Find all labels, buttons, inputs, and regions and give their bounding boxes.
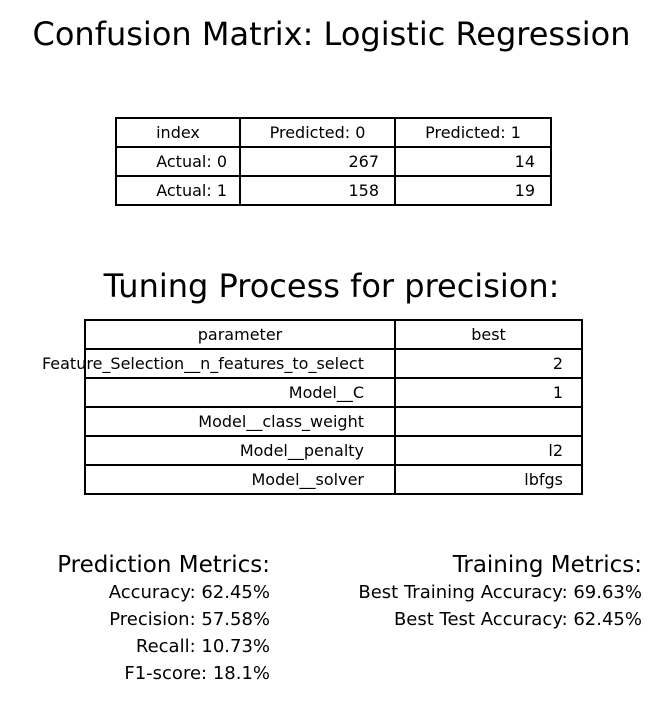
training-metrics-heading: Training Metrics: <box>452 552 642 578</box>
metric-best-test-accuracy: Best Test Accuracy: 62.45% <box>393 609 642 630</box>
best-cell: 1 <box>394 377 583 408</box>
tuning-title: Tuning Process for precision: <box>103 267 560 305</box>
row-label: Actual: 1 <box>115 175 241 206</box>
best-cell: 2 <box>394 348 583 379</box>
table-row: Model__solver lbfgs <box>84 464 583 495</box>
table-header-row: parameter best <box>84 319 583 350</box>
metric-accuracy: Accuracy: 62.45% <box>108 582 270 603</box>
parameter-cell: Model__C <box>84 377 396 408</box>
parameter-cell: Feature_Selection__n_features_to_select <box>42 348 396 379</box>
table-row: Actual: 0 267 14 <box>115 146 552 177</box>
column-header-predicted-1: Predicted: 1 <box>394 117 552 148</box>
best-cell <box>394 406 583 437</box>
column-header-parameter: parameter <box>84 319 396 350</box>
parameter-cell: Model__penalty <box>84 435 396 466</box>
table-row: Model__C 1 <box>84 377 583 408</box>
table-row: Actual: 1 158 19 <box>115 175 552 206</box>
metric-f1-score: F1-score: 18.1% <box>124 663 270 684</box>
metric-recall: Recall: 10.73% <box>135 636 270 657</box>
metric-best-training-accuracy: Best Training Accuracy: 69.63% <box>358 582 642 603</box>
tuning-table: parameter best Feature_Selection__n_feat… <box>42 319 583 495</box>
prediction-metrics-heading: Prediction Metrics: <box>57 552 270 578</box>
column-header-index: index <box>115 117 241 148</box>
table-row: Model__penalty l2 <box>84 435 583 466</box>
best-cell: l2 <box>394 435 583 466</box>
column-header-best: best <box>394 319 583 350</box>
best-cell: lbfgs <box>394 464 583 495</box>
table-row: Feature_Selection__n_features_to_select … <box>42 348 583 379</box>
row-label: Actual: 0 <box>115 146 241 177</box>
prediction-metrics: Prediction Metrics: Accuracy: 62.45% Pre… <box>0 551 270 687</box>
column-header-predicted-0: Predicted: 0 <box>239 117 396 148</box>
parameter-cell: Model__solver <box>84 464 396 495</box>
table-header-row: index Predicted: 0 Predicted: 1 <box>115 117 552 148</box>
metric-precision: Precision: 57.58% <box>109 609 270 630</box>
confusion-matrix-table: index Predicted: 0 Predicted: 1 Actual: … <box>115 117 552 206</box>
table-row: Model__class_weight <box>84 406 583 437</box>
table-cell: 14 <box>394 146 552 177</box>
page-title: Confusion Matrix: Logistic Regression <box>32 15 631 53</box>
table-cell: 267 <box>239 146 396 177</box>
table-cell: 19 <box>394 175 552 206</box>
training-metrics: Training Metrics: Best Training Accuracy… <box>312 551 642 633</box>
parameter-cell: Model__class_weight <box>84 406 396 437</box>
parameter-name: Feature_Selection__n_features_to_select <box>41 354 364 373</box>
table-cell: 158 <box>239 175 396 206</box>
